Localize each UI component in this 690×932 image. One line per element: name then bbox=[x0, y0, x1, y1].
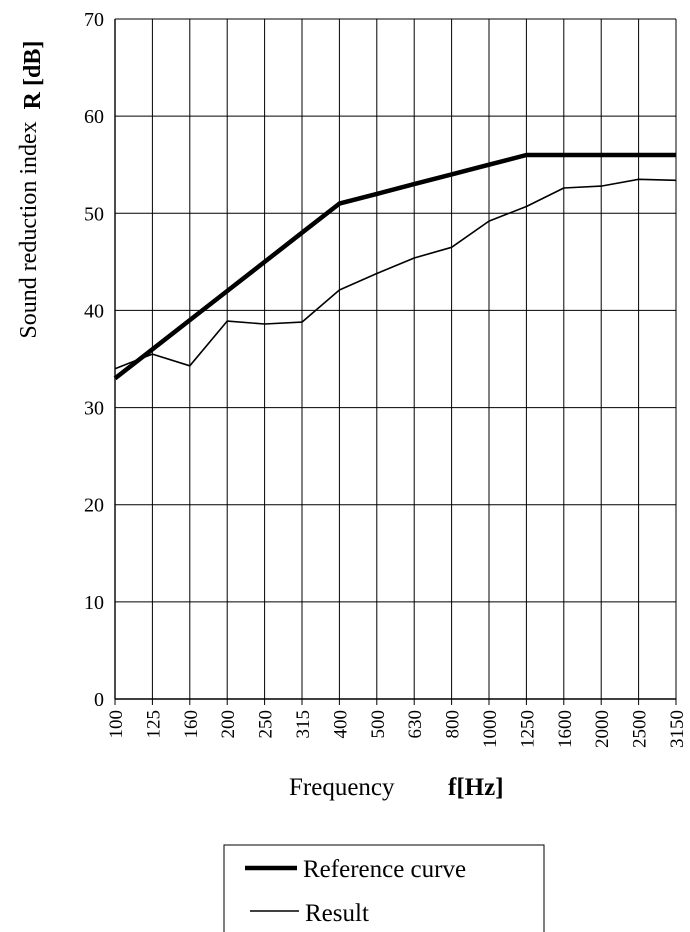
series-line-reference-curve bbox=[113, 152, 676, 381]
grid bbox=[114, 18, 677, 705]
x-tick-label-100: 100 bbox=[106, 710, 127, 739]
x-tick-label-1600: 1600 bbox=[555, 710, 576, 748]
legend-label-reference-curve: Reference curve bbox=[303, 856, 466, 883]
x-tick-label-2500: 2500 bbox=[630, 710, 651, 748]
x-tick-label-400: 400 bbox=[330, 710, 351, 739]
y-tick-label-20: 20 bbox=[84, 495, 104, 517]
legend: Reference curve Result bbox=[223, 844, 545, 932]
series-line-result bbox=[114, 178, 677, 370]
y-axis-ticks: 0 10 20 30 40 50 60 70 bbox=[84, 9, 104, 711]
x-tick-label-3150: 3150 bbox=[667, 710, 688, 748]
y-axis-title: Sound reduction index bbox=[16, 121, 42, 338]
y-tick-label-0: 0 bbox=[94, 689, 104, 711]
x-tick-label-800: 800 bbox=[443, 710, 464, 739]
x-tick-label-200: 200 bbox=[218, 710, 239, 739]
y-tick-label-50: 50 bbox=[84, 203, 104, 225]
legend-label-result: Result bbox=[305, 900, 369, 927]
series bbox=[113, 152, 677, 381]
x-axis-ticks: 100 125 160 200 250 315 400 500 630 800 1000 1250 16… bbox=[106, 710, 688, 748]
y-tick-label-70: 70 bbox=[84, 9, 104, 31]
y-tick-label-40: 40 bbox=[84, 300, 104, 322]
x-tick-label-630: 630 bbox=[405, 710, 426, 739]
x-tick-label-1250: 1250 bbox=[517, 710, 538, 748]
y-axis-unit: R [dB] bbox=[20, 41, 46, 110]
x-axis-unit: f[Hz] bbox=[448, 774, 504, 801]
y-tick-label-60: 60 bbox=[84, 106, 104, 128]
x-tick-label-2000: 2000 bbox=[592, 710, 613, 748]
x-tick-label-1000: 1000 bbox=[480, 710, 501, 748]
y-tick-label-30: 30 bbox=[84, 398, 104, 420]
x-axis-title: Frequency bbox=[289, 774, 395, 801]
legend-box bbox=[223, 844, 545, 932]
x-tick-label-250: 250 bbox=[256, 710, 277, 739]
x-tick-label-500: 500 bbox=[368, 710, 389, 739]
x-tick-label-125: 125 bbox=[143, 710, 164, 739]
x-tick-label-315: 315 bbox=[293, 710, 314, 739]
x-tick-label-160: 160 bbox=[181, 710, 202, 739]
y-tick-label-10: 10 bbox=[84, 592, 104, 614]
